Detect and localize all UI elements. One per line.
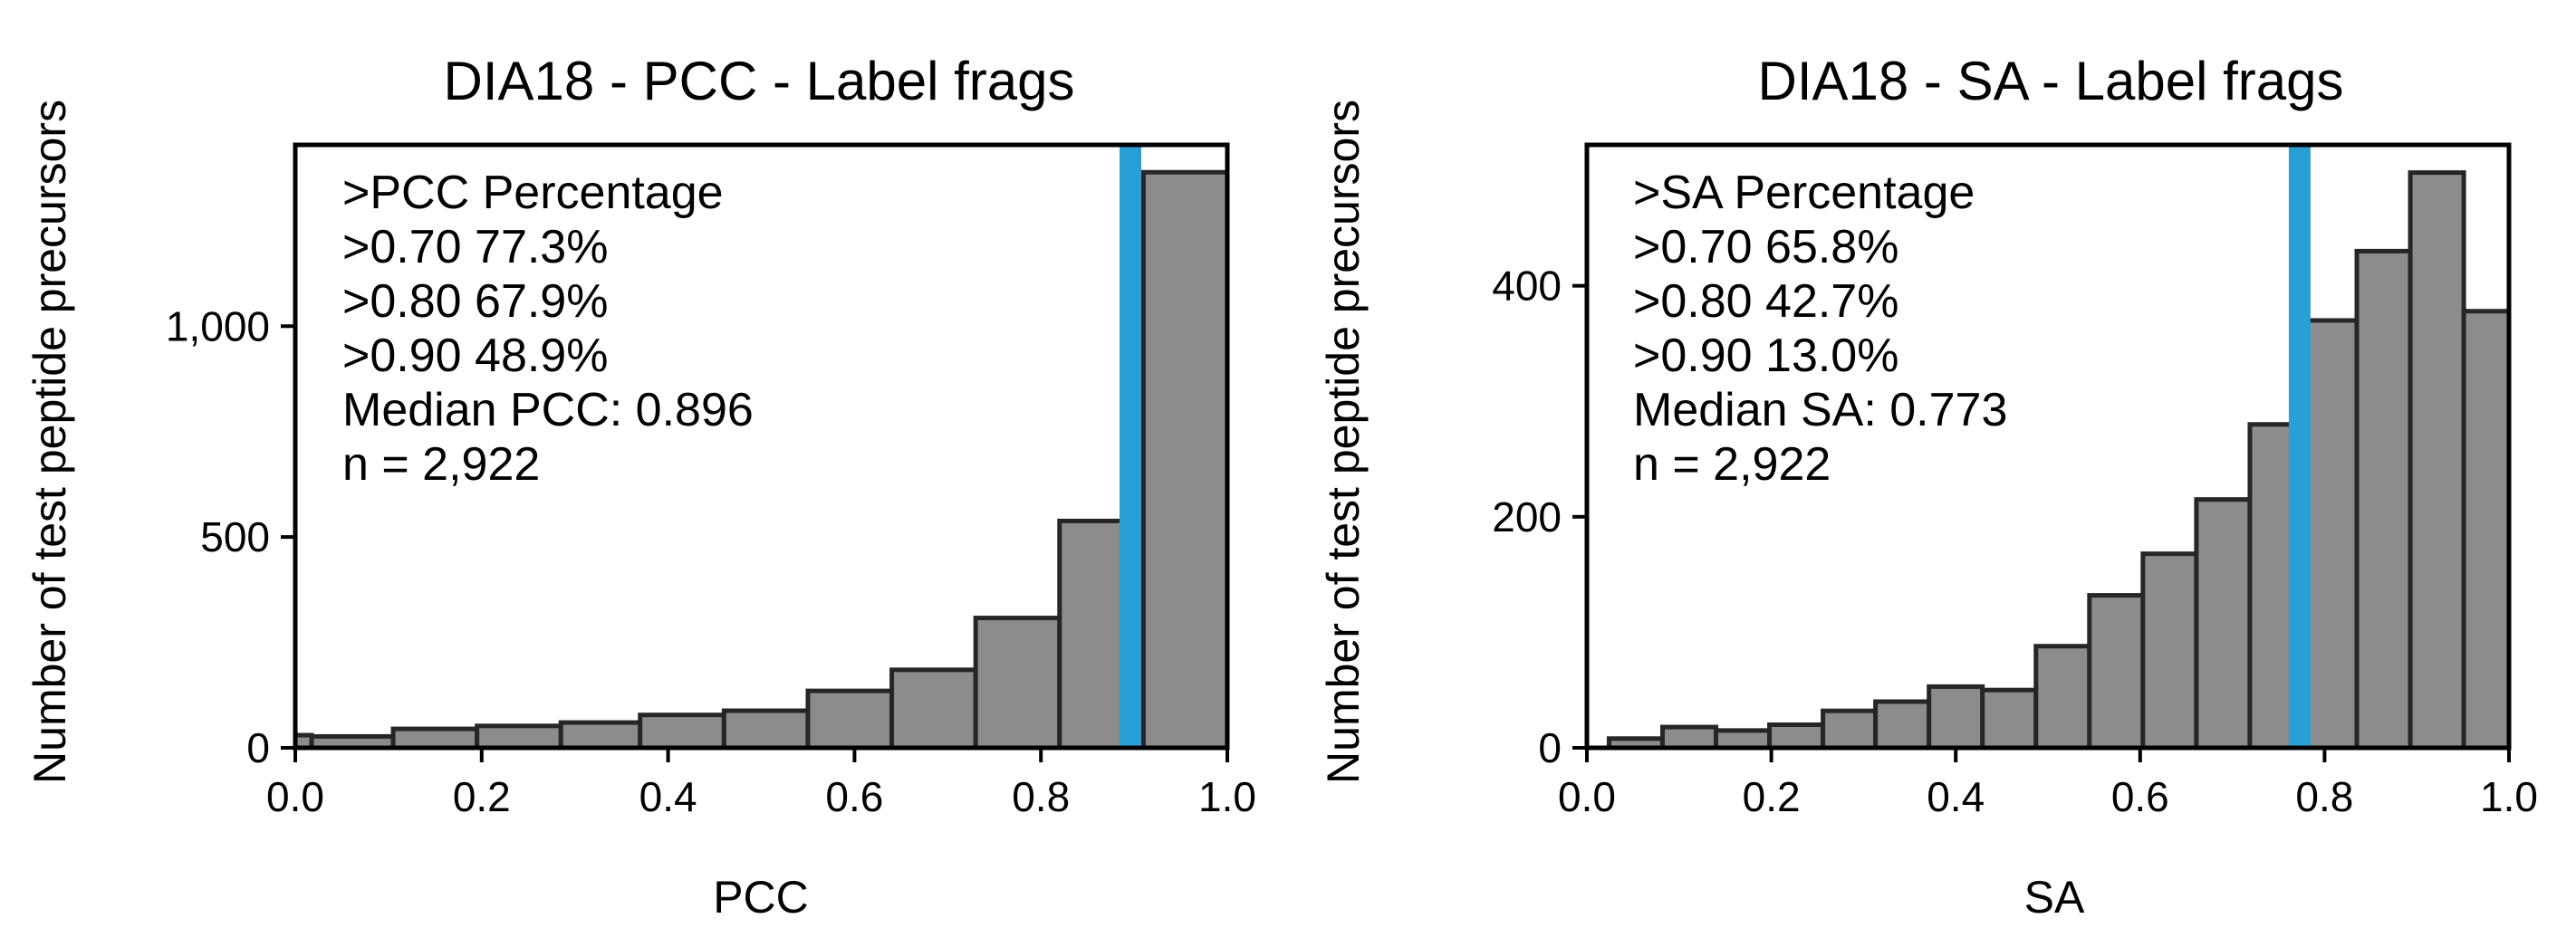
x-tick-label: 0.8	[1012, 773, 1070, 820]
x-tick-label: 0.0	[1558, 773, 1616, 820]
annotation-line: >0.90 13.0%	[1633, 330, 1898, 382]
histogram-bar	[638, 713, 726, 751]
plot-frame	[293, 142, 1230, 751]
y-axis-ticks: 0 500 1,000	[166, 302, 295, 771]
annotation-line: Median PCC: 0.896	[342, 384, 754, 436]
y-tick-label: 0	[246, 724, 270, 771]
histogram-bar	[1140, 169, 1230, 751]
histogram-bar	[2087, 593, 2146, 751]
histogram-bar	[2194, 497, 2253, 751]
histogram-bar	[475, 723, 563, 751]
y-tick-label: 400	[1492, 263, 1562, 310]
annotation-line: >SA Percentage	[1633, 167, 1975, 219]
histogram-bar	[1767, 722, 1826, 751]
y-axis-label: Number of test peptide precursors	[24, 100, 75, 784]
histogram-bar	[2354, 248, 2413, 751]
x-tick-label: 0.4	[1927, 773, 1985, 820]
x-tick-label: 0.8	[2295, 773, 2353, 820]
histogram-bars	[1606, 170, 2512, 751]
x-tick-label: 0.6	[825, 773, 883, 820]
pcc-histogram-panel: DIA18 - PCC - Label frags Number of test…	[24, 51, 1256, 923]
histogram-bar	[1821, 708, 1879, 751]
histogram-bar	[1927, 684, 1985, 751]
histogram-bar	[558, 720, 643, 751]
x-axis-ticks: 0.0 0.2 0.4 0.6 0.8 1.0	[1558, 748, 2538, 820]
y-tick-label: 1,000	[166, 302, 270, 349]
y-axis-label: Number of test peptide precursors	[1318, 100, 1369, 784]
x-tick-label: 0.2	[453, 773, 511, 820]
x-tick-label: 1.0	[1198, 773, 1256, 820]
annotation-line: >0.70 65.8%	[1633, 221, 1898, 273]
histogram-bar	[721, 708, 811, 751]
annotation-line: >0.80 42.7%	[1633, 275, 1898, 328]
histogram-bar	[1873, 699, 1932, 751]
x-axis-label: PCC	[713, 872, 809, 923]
histogram-bar	[2301, 318, 2360, 751]
annotation-line: >0.80 67.9%	[342, 275, 608, 328]
histogram-bar	[1714, 728, 1773, 751]
x-tick-label: 0.2	[1743, 773, 1801, 820]
median-line	[1119, 145, 1141, 748]
median-line	[2288, 145, 2311, 748]
x-axis-label: SA	[2024, 872, 2085, 923]
chart-title: DIA18 - PCC - Label frags	[444, 51, 1075, 111]
histogram-bar	[973, 616, 1062, 751]
histogram-bar	[2461, 309, 2512, 751]
y-tick-label: 200	[1492, 493, 1562, 540]
histogram-bar	[2033, 644, 2092, 751]
x-tick-label: 0.6	[2111, 773, 2169, 820]
x-tick-label: 0.4	[639, 773, 697, 820]
annotation-line: Median SA: 0.773	[1633, 384, 2007, 436]
sa-histogram-panel: DIA18 - SA - Label frags Number of test …	[1318, 51, 2538, 923]
annotation-line: >PCC Percentage	[342, 167, 724, 219]
histogram-bars	[293, 169, 1230, 751]
histogram-bar	[805, 688, 895, 751]
x-axis-ticks: 0.0 0.2 0.4 0.6 0.8 1.0	[266, 748, 1256, 820]
y-axis-ticks: 0 200 400	[1492, 263, 1587, 771]
stats-annotation: >PCC Percentage >0.70 77.3% >0.80 67.9% …	[342, 167, 754, 491]
histogram-bar	[1980, 687, 2039, 751]
histogram-bar	[889, 667, 978, 751]
x-tick-label: 0.0	[266, 773, 324, 820]
stats-annotation: >SA Percentage >0.70 65.8% >0.80 42.7% >…	[1633, 167, 2007, 491]
chart-title: DIA18 - SA - Label frags	[1758, 51, 2344, 111]
annotation-line: >0.70 77.3%	[342, 221, 608, 273]
histogram-bar	[1659, 724, 1719, 751]
y-tick-label: 0	[1538, 724, 1562, 771]
annotation-line: >0.90 48.9%	[342, 330, 608, 382]
plot-frame	[1584, 142, 2512, 751]
x-tick-label: 1.0	[2480, 773, 2538, 820]
histogram-bar	[390, 726, 480, 751]
histogram-bar	[2140, 551, 2199, 751]
histogram-bar	[2408, 170, 2466, 751]
annotation-line: n = 2,922	[342, 438, 540, 491]
y-tick-label: 500	[200, 513, 270, 560]
annotation-line: n = 2,922	[1633, 438, 1831, 491]
